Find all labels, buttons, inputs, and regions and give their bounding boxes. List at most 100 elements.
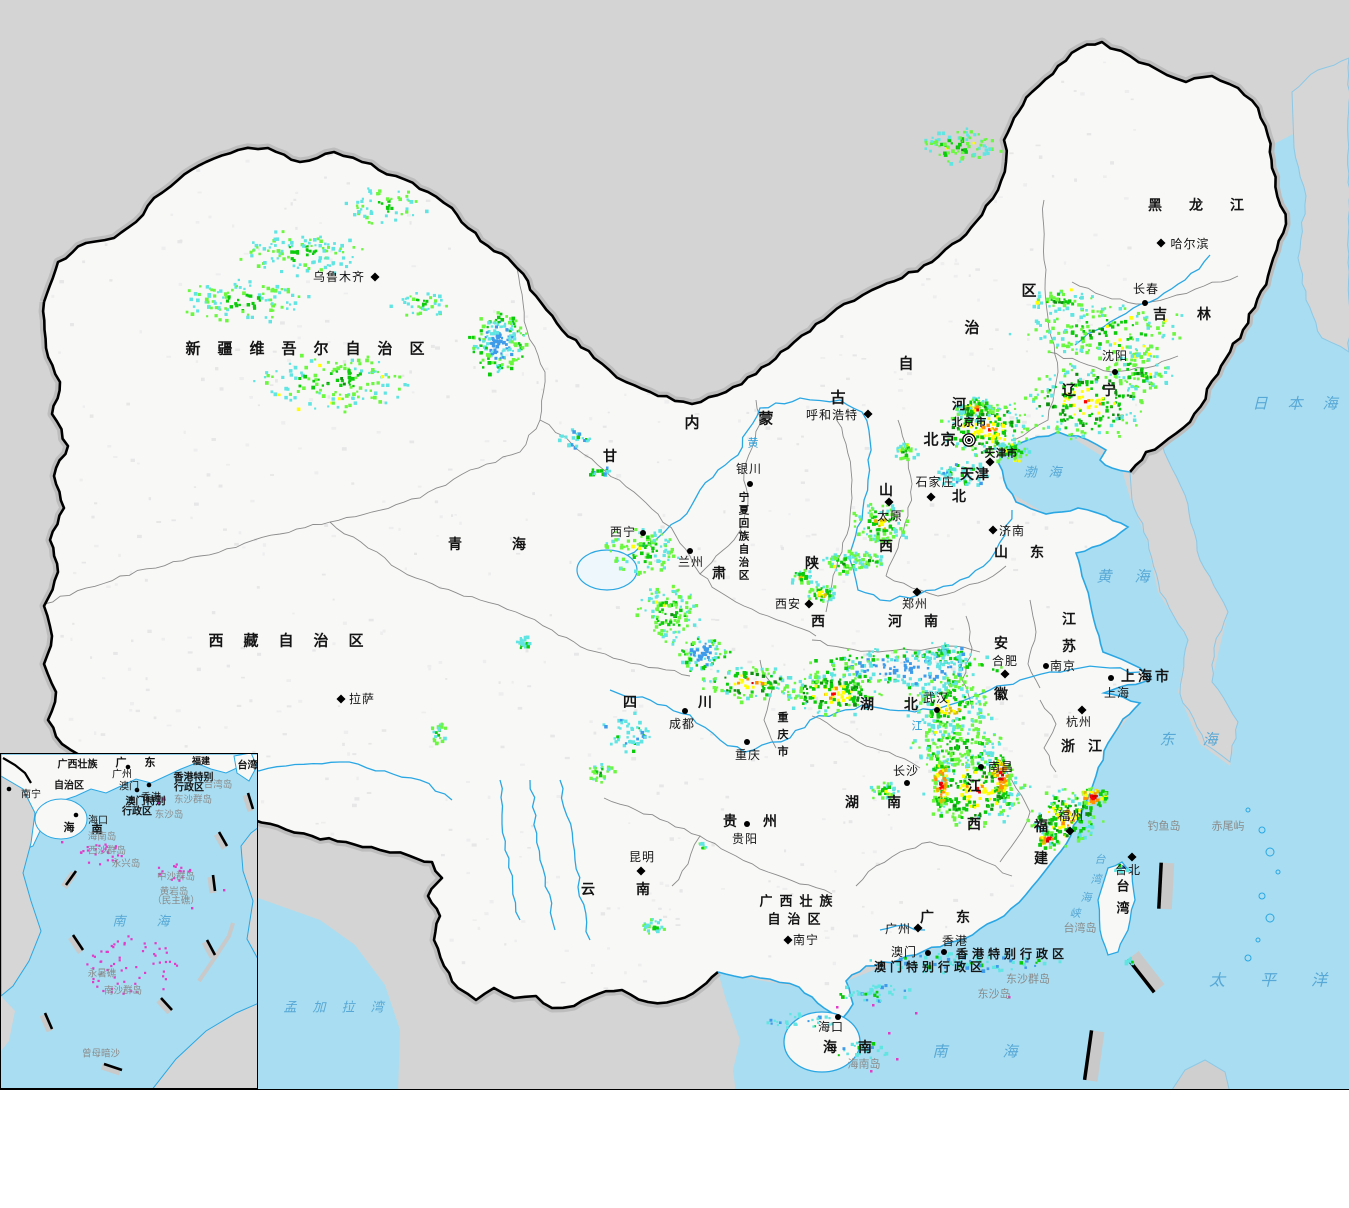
inset-reef-marker bbox=[123, 941, 126, 945]
japan-land bbox=[1291, 57, 1349, 353]
inset-island-label: 曾母暗沙 bbox=[82, 1047, 121, 1059]
province-label: 辽 bbox=[1062, 383, 1077, 399]
inset-province-label: 自治区 bbox=[54, 779, 84, 792]
province-label: 治 bbox=[313, 631, 328, 649]
inset-reef-marker bbox=[162, 970, 165, 973]
province-label: 族 bbox=[819, 894, 833, 909]
inset-island-label: 永暑礁 bbox=[88, 967, 117, 979]
ryukyu-island bbox=[1244, 954, 1252, 962]
inset-reef-marker bbox=[158, 961, 161, 964]
province-label: 治 bbox=[787, 912, 800, 927]
inset-reef-marker bbox=[143, 942, 146, 945]
sea-label: 湾 bbox=[1091, 873, 1104, 886]
inset-reef-marker bbox=[92, 981, 95, 984]
inset-reef-marker bbox=[144, 971, 147, 974]
inset-reef-marker bbox=[135, 991, 138, 994]
province-label: 市 bbox=[1155, 668, 1169, 685]
inset-reef-marker bbox=[114, 847, 117, 850]
inset-taiwan bbox=[233, 754, 257, 782]
province-label: 宁 bbox=[1102, 382, 1116, 399]
inset-province-label: 澳门特别 bbox=[126, 795, 166, 808]
inset-reef-marker bbox=[191, 907, 194, 910]
inset-reef-marker bbox=[175, 863, 178, 866]
ryukyu-island bbox=[1245, 807, 1251, 813]
city-marker bbox=[1108, 675, 1114, 681]
city-label: 南宁 bbox=[793, 932, 819, 947]
inset-reef-marker bbox=[97, 979, 100, 982]
province-label: 行 bbox=[937, 959, 950, 974]
inset-reef-marker bbox=[106, 950, 109, 953]
city-label: 台北 bbox=[1115, 862, 1141, 877]
inset-reef-marker bbox=[92, 967, 95, 970]
radar-echo-cluster bbox=[853, 550, 884, 569]
inset-reef-marker bbox=[152, 962, 155, 965]
city-label: 太原 bbox=[877, 508, 903, 523]
inset-borneo bbox=[152, 1003, 257, 1088]
ryukyu-island bbox=[1265, 847, 1275, 857]
province-label: 吾 bbox=[281, 340, 296, 357]
city-label: 呼和浩特 bbox=[806, 407, 858, 422]
inset-reef-marker bbox=[135, 966, 138, 969]
radar-echo-cluster bbox=[1013, 362, 1144, 441]
nine-dash-segment bbox=[1082, 1030, 1105, 1082]
inset-city-label: 海口 bbox=[88, 814, 108, 827]
province-label: 维 bbox=[249, 339, 264, 357]
province-label: 澳 bbox=[874, 959, 887, 974]
province-label: 肃 bbox=[712, 565, 726, 582]
radar-echo-cluster bbox=[602, 711, 651, 754]
inset-island-label: 中沙群岛 bbox=[157, 870, 195, 882]
inset-province-label: 南 bbox=[92, 822, 103, 836]
province-label: 西 bbox=[811, 614, 825, 630]
province-label: 吉 bbox=[1153, 306, 1167, 323]
province-label: 西 bbox=[208, 632, 223, 649]
province-label: 龙 bbox=[1188, 197, 1203, 214]
inset-nine-dash bbox=[68, 934, 85, 954]
inset-reef-marker bbox=[134, 982, 137, 985]
inset-reef-marker bbox=[120, 969, 123, 972]
inset-reef-marker bbox=[154, 942, 157, 945]
city-label: 哈尔滨 bbox=[1170, 236, 1209, 251]
radar-echo-cluster bbox=[993, 437, 1032, 464]
radar-echo-cluster bbox=[701, 666, 793, 705]
inset-reef-marker bbox=[99, 863, 102, 866]
luzon-corner bbox=[1172, 1059, 1230, 1089]
coastline bbox=[717, 431, 1153, 1021]
city-label: 合肥 bbox=[992, 653, 1018, 668]
inset-city-marker bbox=[73, 812, 79, 818]
province-label: 江 bbox=[1088, 738, 1102, 755]
inset-province-label: 福建 bbox=[191, 755, 211, 766]
province-label: 北 bbox=[923, 431, 938, 448]
province-label: 治 bbox=[964, 318, 979, 336]
radar-echo-cluster bbox=[987, 754, 1014, 799]
city-label: 昆明 bbox=[629, 850, 655, 864]
inset-province-label: 海 bbox=[64, 820, 75, 834]
south-china-sea-inset-map: 广西壮族 自治区广东福建 台湾 香港特别 行政区 澳门特别 行政区海南南宁 广州 澳门 香港 海口台… bbox=[0, 753, 258, 1089]
ryukyu-island bbox=[1265, 913, 1275, 923]
province-label: 津 bbox=[975, 466, 989, 483]
island-label: 东沙群岛 bbox=[1006, 972, 1050, 986]
inset-reef-marker bbox=[188, 869, 192, 872]
province-label: 福 bbox=[1033, 818, 1048, 835]
radar-echo-cluster bbox=[430, 722, 448, 746]
radar-echo-cluster bbox=[604, 528, 680, 576]
inset-city-label: 香港 bbox=[141, 792, 161, 804]
inset-city-label: 南宁 bbox=[21, 788, 41, 801]
radar-echo-cluster bbox=[1032, 288, 1094, 313]
province-label: 江 bbox=[1062, 611, 1076, 628]
inset-reef-marker bbox=[130, 990, 133, 993]
province-label: 港 bbox=[972, 946, 985, 961]
city-marker bbox=[904, 780, 910, 786]
inset-reef-marker bbox=[157, 801, 160, 805]
city-label: 南京 bbox=[1050, 658, 1076, 673]
inset-palawan bbox=[197, 922, 235, 983]
inset-reef-marker bbox=[181, 876, 184, 879]
inset-city-label: 广州 bbox=[112, 769, 132, 781]
inset-island-label: 永兴岛 bbox=[112, 857, 141, 869]
radar-echo-cluster bbox=[1124, 956, 1135, 966]
hainan-island bbox=[783, 1011, 861, 1073]
inset-reef-marker bbox=[125, 967, 128, 970]
inset-nine-dash bbox=[100, 1062, 123, 1076]
province-label: 市 bbox=[778, 744, 789, 758]
city-marker bbox=[682, 708, 688, 714]
